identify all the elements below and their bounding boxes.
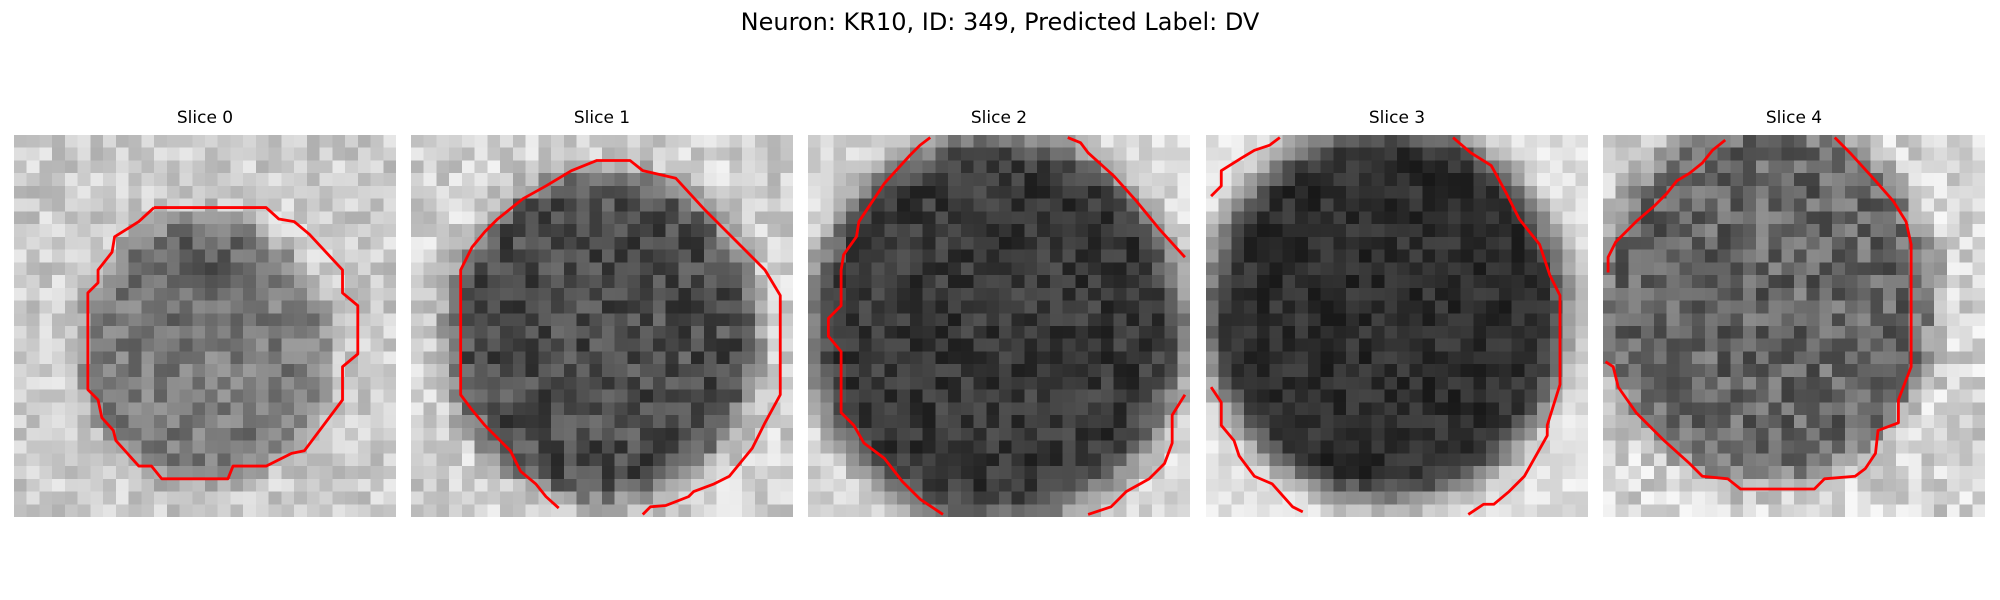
contour-line xyxy=(1087,394,1187,516)
figure-title: Neuron: KR10, ID: 349, Predicted Label: … xyxy=(740,8,1260,36)
slice-panel-1: Slice 1 xyxy=(411,108,793,517)
slice-image-4 xyxy=(1603,135,1985,517)
slice-panel-2: Slice 2 xyxy=(808,108,1190,517)
contour-overlay xyxy=(86,206,360,481)
contour-line xyxy=(826,136,944,516)
contour-overlay xyxy=(1604,136,1913,491)
slice-panel-4: Slice 4 xyxy=(1603,108,1985,517)
slice-image-0 xyxy=(14,135,396,517)
slice-image-2 xyxy=(808,135,1190,517)
contour-overlay xyxy=(826,136,1187,516)
contour-line xyxy=(1604,136,1913,491)
slice-title-0: Slice 0 xyxy=(176,108,234,128)
contour-line xyxy=(1209,386,1304,514)
slice-panel-0: Slice 0 xyxy=(14,108,396,517)
contour-line xyxy=(86,206,360,481)
pixel-grid xyxy=(411,135,793,517)
contour-line xyxy=(1606,138,1727,273)
contour-line xyxy=(459,159,782,516)
slice-title-3: Slice 3 xyxy=(1368,108,1426,128)
pixel-grid xyxy=(808,135,1190,517)
pixel-grid xyxy=(14,135,396,517)
slice-image-1 xyxy=(411,135,793,517)
contour-line xyxy=(1210,136,1281,198)
contour-overlay xyxy=(459,159,782,516)
contour-line xyxy=(1067,136,1186,259)
slice-title-4: Slice 4 xyxy=(1765,108,1823,128)
slice-image-3 xyxy=(1206,135,1588,517)
contour-overlay xyxy=(1209,136,1562,516)
pixel-grid xyxy=(1206,135,1588,517)
slice-title-1: Slice 1 xyxy=(573,108,631,128)
slice-title-2: Slice 2 xyxy=(970,108,1028,128)
pixel-grid xyxy=(1603,135,1985,517)
slice-panel-3: Slice 3 xyxy=(1206,108,1588,517)
contour-line xyxy=(1452,136,1562,516)
